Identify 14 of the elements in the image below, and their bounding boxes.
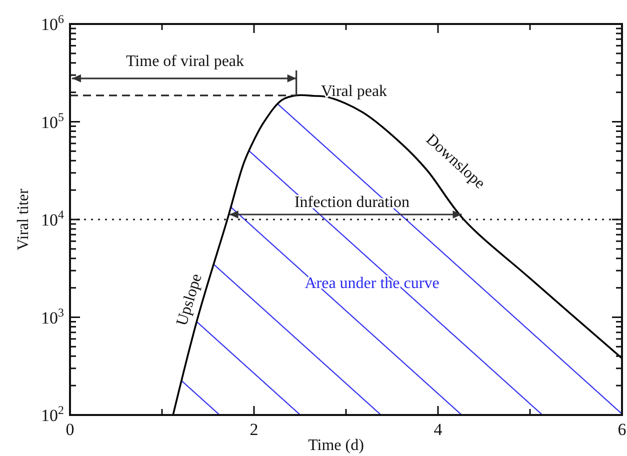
- y-tick-label: 10$^{6}$: [41, 12, 64, 34]
- annotation: Time of viral peak: [126, 52, 244, 70]
- y-axis-title: Viral titer: [15, 188, 32, 250]
- y-tick-label: 10$^{2}$: [41, 403, 64, 425]
- x-tick-label: 4: [434, 420, 443, 439]
- x-tick-label: 2: [250, 420, 258, 439]
- annotation: Viral peak: [320, 82, 388, 100]
- y-tick-label: 10$^{3}$: [41, 305, 64, 328]
- y-tick-label: 10$^{4}$: [41, 208, 64, 230]
- x-tick-label: 0: [66, 420, 74, 439]
- x-tick-label: 6: [618, 420, 626, 439]
- y-tick-label: 10$^{5}$: [41, 110, 64, 132]
- annotation: Upslope: [173, 272, 206, 328]
- x-axis-title: Time (d): [308, 437, 364, 454]
